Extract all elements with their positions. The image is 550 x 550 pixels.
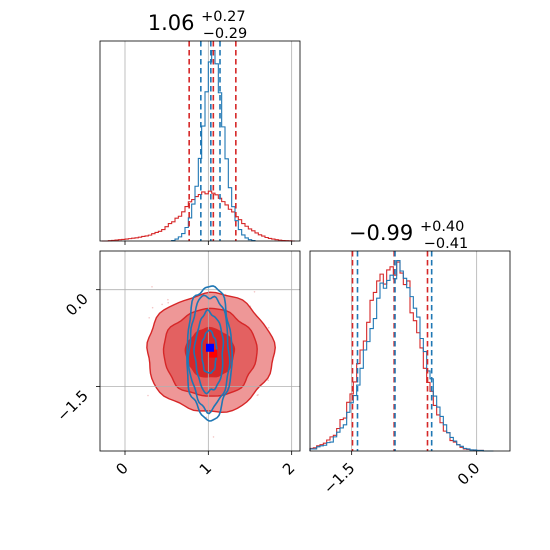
contour-xtick-label-1: 1: [196, 459, 215, 478]
hist-p0-title: 1.06 +0.27 −0.29: [148, 2, 253, 42]
hist-p0-series-0-step: [101, 190, 295, 242]
hist-p1-series: [309, 259, 494, 452]
contour-sample-point: [161, 303, 163, 306]
hist-p1-grid: [351, 251, 478, 451]
hist-p0-series: [101, 49, 295, 242]
hist-p0-title-value: 1.06: [148, 11, 195, 35]
contour-frame: [99, 250, 301, 452]
contour-sample-point: [167, 301, 169, 304]
hist-p1-title-lower-error: −0.41: [424, 236, 468, 252]
contour-marker-1: [206, 343, 214, 352]
contour-sample-point: [148, 317, 150, 319]
hist-p1-series-1-step: [309, 259, 494, 452]
hist-p0-title-lower-error: −0.29: [203, 26, 247, 42]
hist-p0-title-upper-error: +0.27: [201, 9, 245, 25]
contour-sample-point: [151, 286, 153, 288]
hist-p1-title-value: −0.99: [349, 221, 413, 245]
contour-sample-point: [212, 436, 215, 438]
contour-blue-level-3: [186, 285, 234, 422]
contour-sample-point: [267, 379, 270, 382]
hist-p1-quantiles: [351, 251, 433, 451]
contour-ytick-label-0: 0.0: [62, 290, 92, 320]
contour-sample-point: [147, 394, 149, 397]
contour-sample-point: [267, 326, 270, 329]
hist-p1-xticks: −1.5 0.0: [320, 451, 483, 498]
contour-sample-point: [167, 298, 169, 301]
contour-grid: [100, 251, 300, 451]
contour-marker-0: [209, 349, 218, 358]
contour-sample-point: [257, 394, 259, 396]
panel-contour: 0 1 2 0.0 −1.5: [53, 250, 301, 479]
contour-blue-level-2: [187, 294, 231, 415]
contour-yticks: 0.0 −1.5: [53, 289, 100, 425]
panel-hist-p0: 1.06 +0.27 −0.29: [99, 2, 301, 245]
hist-p1-title: −0.99 +0.40 −0.41: [349, 212, 471, 252]
contour-blue-levels: [186, 285, 234, 422]
contour-blue-level-1: [193, 308, 225, 395]
hist-p0-xticks: [124, 241, 293, 245]
contour-xtick-label-0: 0: [112, 459, 131, 478]
hist-p1-frame: [309, 250, 511, 452]
contour-sample-point: [151, 306, 154, 309]
contour-markers: [206, 343, 218, 358]
hist-p1-xtick-label-0: −1.5: [320, 459, 358, 497]
contour-ytick-label-1: −1.5: [53, 387, 91, 425]
panel-hist-p1: −1.5 0.0 −0.99 +0.40 −0.41: [309, 212, 511, 498]
hist-p1-xtick-label-1: 0.0: [454, 459, 484, 489]
contour-xticks: 0 1 2: [112, 451, 298, 479]
contour-blue-level-0: [200, 329, 218, 374]
contour-xtick-label-2: 2: [279, 459, 298, 478]
hist-p0-frame: [99, 40, 301, 242]
hist-p1-series-0-step: [309, 261, 494, 452]
hist-p1-title-upper-error: +0.40: [420, 219, 464, 235]
contour-sample-point: [253, 291, 256, 293]
hist-p0-quantiles: [188, 41, 237, 241]
